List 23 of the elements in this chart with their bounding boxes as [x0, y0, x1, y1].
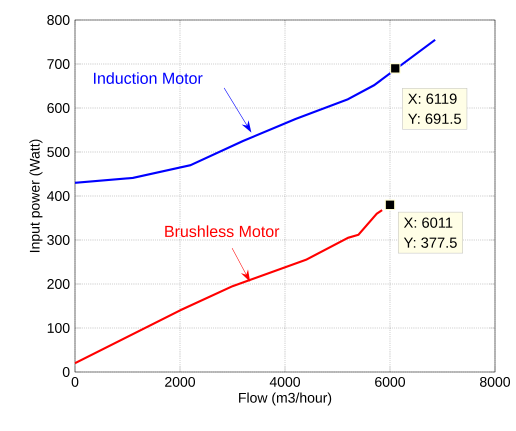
annotation: X: 6119 — [408, 94, 457, 104]
series-label: Brushless Motor — [165, 225, 280, 238]
y-tick-label: 200 — [47, 279, 70, 289]
annotation: Y: 377.5 — [404, 237, 457, 248]
annotation: X: 6011 — [404, 217, 452, 228]
y-tick-label: 500 — [47, 147, 70, 157]
x-tick-label: 6000 — [375, 376, 406, 387]
annotation: Y: 691.5 — [408, 114, 461, 124]
x-tick-label: 4000 — [270, 376, 300, 387]
x-tick-label: 0 — [72, 376, 78, 387]
y-tick-label: 400 — [47, 191, 70, 201]
text: Induction Motor — [94, 72, 203, 84]
x-tick-label: 2000 — [165, 376, 196, 387]
y-tick-label: 300 — [47, 235, 70, 245]
y-tick-label: 700 — [47, 59, 70, 69]
line-series — [74, 209, 384, 364]
y-tick-label: 0 — [62, 367, 70, 377]
x-axis-title: Flow (m3/hour) — [239, 392, 332, 406]
x-tick-label: 8000 — [480, 376, 510, 387]
y-tick-label: 800 — [47, 15, 70, 25]
y-axis-title: Input power (Watt) — [29, 140, 42, 252]
y-tick-label: 100 — [48, 323, 70, 333]
y-tick-label: 600 — [47, 103, 70, 113]
